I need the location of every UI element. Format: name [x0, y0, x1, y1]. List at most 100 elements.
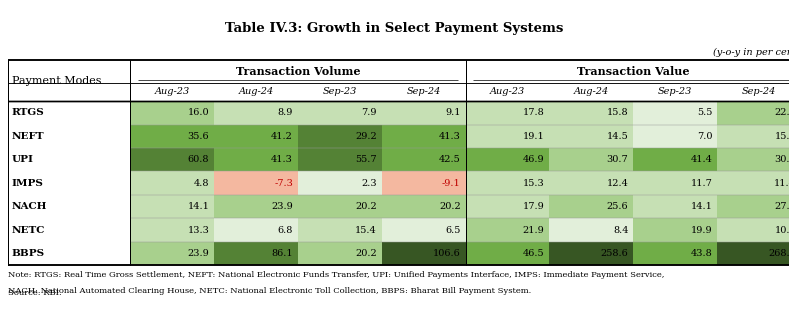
Bar	[382, 218, 466, 242]
Text: 20.2: 20.2	[355, 202, 377, 211]
Bar	[549, 242, 633, 265]
Text: 86.1: 86.1	[271, 249, 293, 258]
Bar	[130, 125, 214, 148]
Text: 7.0: 7.0	[697, 132, 712, 141]
Text: 11.7: 11.7	[690, 179, 712, 188]
Text: 5.5: 5.5	[697, 108, 712, 117]
Text: 7.9: 7.9	[361, 108, 377, 117]
Bar	[382, 171, 466, 195]
Bar	[633, 125, 717, 148]
Bar	[214, 218, 297, 242]
Text: 15.3: 15.3	[523, 179, 544, 188]
Bar	[298, 171, 382, 195]
Text: 19.9: 19.9	[690, 226, 712, 235]
Bar	[130, 148, 214, 171]
Text: 14.5: 14.5	[607, 132, 628, 141]
Text: 2.3: 2.3	[361, 179, 377, 188]
Bar	[130, 242, 214, 265]
Text: NACH: National Automated Clearing House, NETC: National Electronic Toll Collecti: NACH: National Automated Clearing House,…	[8, 287, 531, 295]
Text: 6.5: 6.5	[446, 226, 461, 235]
Text: 15.8: 15.8	[607, 108, 628, 117]
Bar	[130, 195, 214, 218]
Text: 9.1: 9.1	[445, 108, 461, 117]
Text: 41.2: 41.2	[271, 132, 293, 141]
Text: 46.5: 46.5	[523, 249, 544, 258]
Text: 20.2: 20.2	[355, 249, 377, 258]
Text: 41.4: 41.4	[690, 155, 712, 164]
Text: Sep-24: Sep-24	[406, 87, 441, 96]
Text: 23.9: 23.9	[188, 249, 209, 258]
Text: Aug-24: Aug-24	[574, 87, 609, 96]
Text: 27.1: 27.1	[774, 202, 789, 211]
Bar	[717, 148, 789, 171]
Bar	[298, 101, 382, 125]
Bar	[717, 125, 789, 148]
Text: Sep-23: Sep-23	[658, 87, 692, 96]
Bar	[717, 101, 789, 125]
Text: Aug-23: Aug-23	[155, 87, 189, 96]
Text: UPI: UPI	[12, 155, 34, 164]
Bar	[633, 195, 717, 218]
Text: 268.5: 268.5	[768, 249, 789, 258]
Bar	[214, 171, 297, 195]
Text: 30.7: 30.7	[607, 155, 628, 164]
Bar	[130, 218, 214, 242]
Bar	[466, 242, 549, 265]
Text: 8.9: 8.9	[278, 108, 293, 117]
Bar	[214, 125, 297, 148]
Text: 8.4: 8.4	[613, 226, 628, 235]
Text: 106.6: 106.6	[433, 249, 461, 258]
Text: NEFT: NEFT	[12, 132, 44, 141]
Bar	[549, 101, 633, 125]
Text: 41.3: 41.3	[439, 132, 461, 141]
Text: 15.4: 15.4	[355, 226, 377, 235]
Bar	[466, 171, 549, 195]
Text: 6.8: 6.8	[278, 226, 293, 235]
Text: Note: RTGS: Real Time Gross Settlement, NEFT: National Electronic Funds Transfer: Note: RTGS: Real Time Gross Settlement, …	[8, 271, 664, 279]
Text: 41.3: 41.3	[271, 155, 293, 164]
Text: 19.1: 19.1	[523, 132, 544, 141]
Text: 23.9: 23.9	[271, 202, 293, 211]
Bar	[214, 148, 297, 171]
Text: 46.9: 46.9	[523, 155, 544, 164]
Text: NETC: NETC	[12, 226, 45, 235]
Bar	[549, 171, 633, 195]
Bar	[466, 195, 549, 218]
Bar	[549, 125, 633, 148]
Bar	[382, 125, 466, 148]
Text: 17.9: 17.9	[523, 202, 544, 211]
Text: 30.7: 30.7	[774, 155, 789, 164]
Text: 43.8: 43.8	[690, 249, 712, 258]
Text: Aug-24: Aug-24	[238, 87, 274, 96]
Text: 16.0: 16.0	[188, 108, 209, 117]
Bar	[717, 195, 789, 218]
Text: 4.8: 4.8	[194, 179, 209, 188]
Bar	[298, 125, 382, 148]
Text: Sep-24: Sep-24	[742, 87, 776, 96]
Bar	[298, 218, 382, 242]
Text: 20.2: 20.2	[439, 202, 461, 211]
Text: -9.1: -9.1	[442, 179, 461, 188]
Bar	[298, 195, 382, 218]
Bar	[466, 101, 549, 125]
Text: 11.4: 11.4	[774, 179, 789, 188]
Bar	[633, 171, 717, 195]
Text: 25.6: 25.6	[607, 202, 628, 211]
Text: Transaction Value: Transaction Value	[577, 66, 690, 77]
Text: Table IV.3: Growth in Select Payment Systems: Table IV.3: Growth in Select Payment Sys…	[226, 22, 563, 35]
Bar	[382, 148, 466, 171]
Bar	[633, 148, 717, 171]
Text: 14.1: 14.1	[690, 202, 712, 211]
Bar	[298, 242, 382, 265]
Bar	[549, 195, 633, 218]
Text: RTGS: RTGS	[12, 108, 45, 117]
Bar	[382, 101, 466, 125]
Bar	[382, 195, 466, 218]
Text: (y-o-y in per cent): (y-o-y in per cent)	[713, 48, 789, 57]
Bar	[130, 101, 214, 125]
Bar	[214, 195, 297, 218]
Bar	[549, 148, 633, 171]
Text: 35.6: 35.6	[188, 132, 209, 141]
Bar	[549, 218, 633, 242]
Text: 22.3: 22.3	[774, 108, 789, 117]
